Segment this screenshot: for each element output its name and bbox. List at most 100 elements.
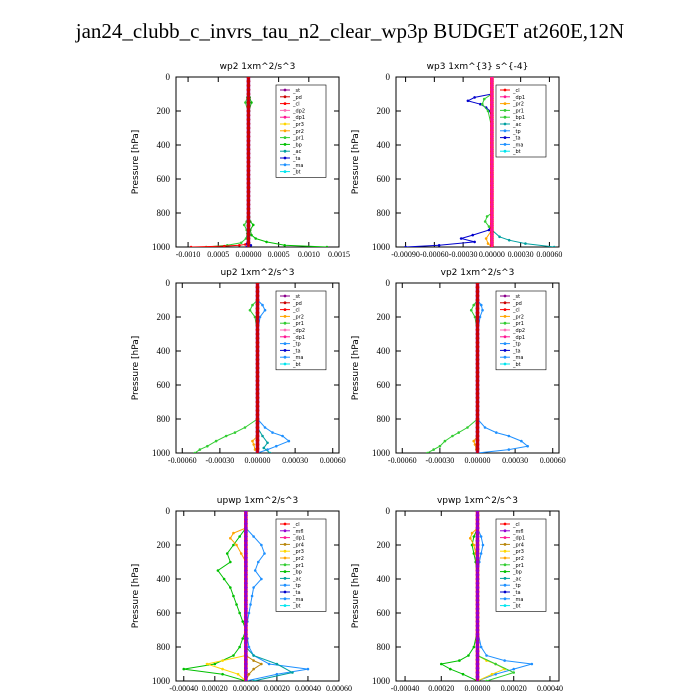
- series-point-pr1: [485, 215, 489, 218]
- legend-label: _tp: [512, 129, 521, 135]
- legend-label: _bt: [512, 362, 521, 368]
- chart-panel-3: up2 1xm^2/s^3 Pressure [hPa] 0 200 400 600 800…: [131, 268, 346, 465]
- series-point-pd: [255, 289, 260, 294]
- series-point-dp1: [490, 189, 494, 194]
- y-tick-label: 1000: [372, 676, 391, 686]
- series-point-pd: [255, 366, 260, 370]
- series-point-pd: [246, 113, 251, 118]
- legend-label: _ma: [292, 355, 303, 361]
- legend-label: _st: [292, 294, 300, 300]
- series-point-pr1: [469, 308, 473, 312]
- series-point-mfl: [244, 602, 248, 607]
- series-point-cl: [189, 245, 193, 247]
- series-point-ac: [252, 654, 255, 657]
- legend-marker: [503, 349, 507, 352]
- legend-marker: [503, 109, 507, 112]
- series-point-pd: [246, 164, 251, 169]
- series-point-pd: [255, 387, 260, 392]
- x-tick-label: 0.00020: [501, 684, 527, 693]
- y-tick-label: 600: [377, 608, 391, 618]
- series-point-mfl: [475, 619, 480, 624]
- legend-label: _cl: [292, 522, 300, 528]
- series-point-pd: [475, 298, 480, 302]
- x-tick-label: 0.00060: [536, 250, 562, 259]
- series-point-pd: [475, 446, 480, 451]
- legend-marker: [503, 570, 507, 573]
- y-tick-label: 800: [377, 414, 391, 424]
- series-point-mfl: [475, 623, 480, 628]
- series-point-tp: [520, 439, 523, 443]
- series-point-pd: [255, 306, 260, 311]
- y-tick-label: 1000: [372, 242, 391, 252]
- series-point-pr3: [221, 667, 224, 671]
- series-point-pd: [255, 327, 260, 332]
- legend-marker: [283, 556, 287, 560]
- legend-label: _ma: [292, 163, 303, 169]
- legend-label: _bp1: [512, 115, 525, 121]
- x-tick-label: 0.00060: [320, 456, 346, 465]
- legend-label: _pr4: [512, 542, 524, 548]
- legend-label: _ma: [292, 597, 303, 603]
- legend-label: _dp2: [512, 328, 525, 334]
- x-tick-label: 0.00000: [465, 684, 491, 693]
- legend-marker: [503, 301, 507, 305]
- series-point-mfl: [475, 538, 480, 543]
- series-point-ta: [404, 245, 407, 247]
- y-axis-label: Pressure [hPa]: [131, 336, 141, 401]
- legend-marker: [283, 102, 287, 105]
- series-point-dp1: [490, 206, 494, 211]
- series-point-pd: [255, 336, 260, 341]
- series-point-tp: [483, 426, 487, 429]
- series-point-bp: [238, 535, 241, 538]
- legend-label: _pr3: [292, 549, 304, 555]
- series-point-mfl: [244, 611, 248, 615]
- series-point-pr2: [229, 536, 232, 540]
- series-point-ac: [261, 434, 264, 438]
- series-point-dp1: [490, 113, 494, 118]
- x-tick-label: 0.00020: [428, 684, 454, 693]
- legend-label: _dp1: [292, 115, 305, 121]
- legend-marker: [283, 163, 287, 167]
- series-point-pr2: [473, 443, 477, 446]
- series-point-pd: [246, 155, 251, 160]
- series-point-pd: [255, 421, 260, 426]
- x-tick-label: 0.00000: [465, 456, 491, 465]
- series-point-pr1: [243, 426, 247, 429]
- series-point-pr2: [470, 531, 474, 535]
- series-point-pd: [255, 370, 260, 375]
- legend-marker: [283, 563, 287, 567]
- series-point-dp1: [490, 100, 494, 105]
- y-axis-label: Pressure [hPa]: [131, 130, 141, 195]
- series-point-bp: [472, 552, 476, 555]
- series-point-pr1: [206, 444, 209, 448]
- legend-marker: [503, 342, 507, 345]
- series-point-bp: [449, 667, 452, 671]
- legend-label: _pr2: [292, 129, 304, 135]
- series-point-bp: [250, 101, 253, 104]
- series-point-pd: [255, 434, 260, 438]
- series-point-bp: [238, 611, 241, 615]
- plot-frame: [175, 76, 340, 248]
- legend-marker: [283, 543, 287, 546]
- series-point-dp1: [490, 87, 494, 92]
- series-point-pr2: [486, 242, 490, 245]
- legend-marker: [283, 301, 287, 305]
- legend-marker: [283, 342, 287, 345]
- legend-label: _ta: [512, 590, 521, 596]
- y-tick-label: 200: [377, 540, 391, 550]
- series-point-pd: [475, 285, 480, 290]
- series-point-pd: [246, 126, 251, 130]
- series-point-ac: [266, 441, 269, 445]
- series-group: [404, 77, 556, 247]
- series-point-pd: [475, 283, 480, 285]
- series-point-dp1: [490, 240, 494, 245]
- x-tick-label: -0.00030: [206, 456, 235, 465]
- series-point-pd: [246, 121, 251, 126]
- legend-marker: [283, 156, 287, 160]
- series-point-mfl: [475, 628, 480, 632]
- plot-frame: [175, 510, 340, 682]
- series-point-pr4: [252, 659, 255, 662]
- series-point-mfl: [475, 513, 480, 518]
- series-point-pr2: [232, 531, 235, 535]
